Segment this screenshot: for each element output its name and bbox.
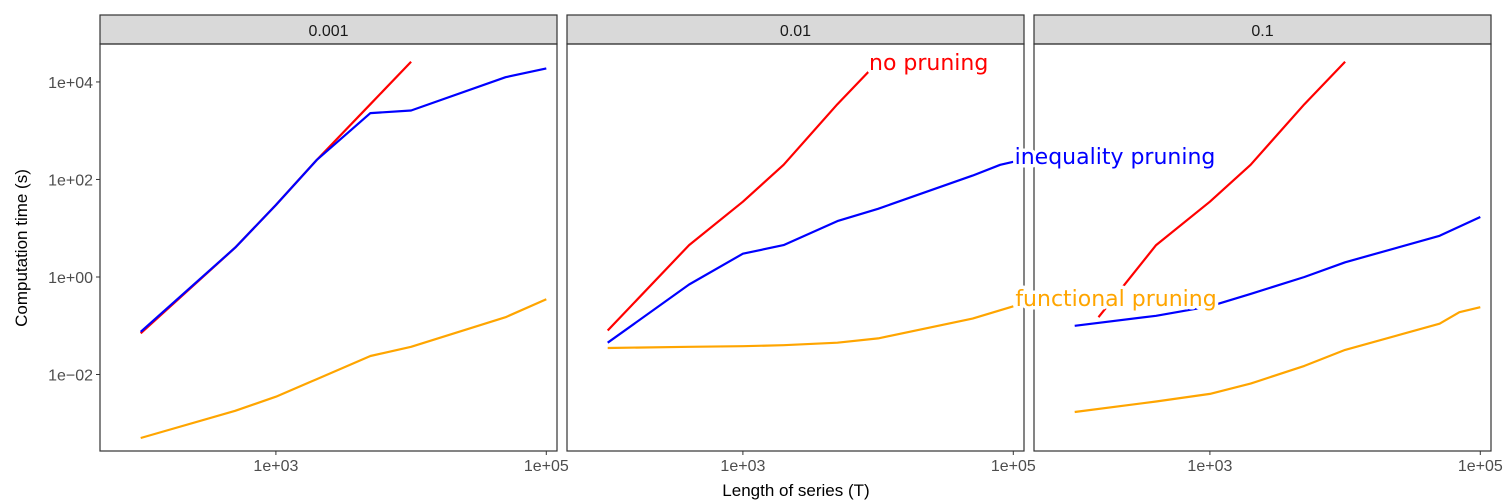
y-tick-label: 1e+04 xyxy=(48,75,93,92)
y-axis-title: Computation time (s) xyxy=(12,169,31,327)
panel-1: 0.01 1e+03 1e+05 xyxy=(566,14,1036,475)
panel-border xyxy=(99,43,558,452)
x-tick-label: 1e+05 xyxy=(1458,458,1503,475)
y-tick-label: 1e+00 xyxy=(48,270,93,287)
y-tick-label: 1e+02 xyxy=(48,172,93,189)
panel-title: 0.1 xyxy=(1251,23,1273,40)
y-tick-label: 1e−02 xyxy=(48,368,93,385)
panel-2: 0.1 1e+03 1e+05 xyxy=(1033,14,1503,475)
series-line-functional-pruning xyxy=(140,298,547,440)
panel-border xyxy=(1033,43,1492,452)
series-line-functional-pruning xyxy=(607,305,1014,350)
panel-title: 0.001 xyxy=(308,23,348,40)
panel-strip xyxy=(99,14,558,45)
panel-strip xyxy=(566,14,1025,45)
x-axis-title: Length of series (T) xyxy=(722,481,869,500)
panel-title: 0.01 xyxy=(780,23,811,40)
series-line-inequality-pruning xyxy=(139,67,547,333)
x-tick-label: 1e+03 xyxy=(720,458,765,475)
annotation-no-pruning: no pruning xyxy=(869,51,988,76)
series-line-no-pruning xyxy=(139,60,412,335)
x-tick-label: 1e+03 xyxy=(253,458,298,475)
series-line-inequality-pruning xyxy=(1074,216,1481,327)
x-tick-label: 1e+05 xyxy=(524,458,569,475)
panel-strip xyxy=(1033,14,1492,45)
x-tick-label: 1e+03 xyxy=(1187,458,1232,475)
annotation-functional-pruning: functional pruning xyxy=(1015,287,1216,312)
series-line-no-pruning xyxy=(1097,60,1346,318)
panel-0: 0.001 1e+03 1e+05 xyxy=(99,14,569,475)
annotation-inequality-pruning: inequality pruning xyxy=(1015,145,1216,170)
series-line-functional-pruning xyxy=(1074,306,1481,414)
series-line-no-pruning xyxy=(606,60,879,332)
x-tick-label: 1e+05 xyxy=(991,458,1036,475)
series-line-inequality-pruning xyxy=(607,160,1014,344)
panel-border xyxy=(566,43,1025,452)
